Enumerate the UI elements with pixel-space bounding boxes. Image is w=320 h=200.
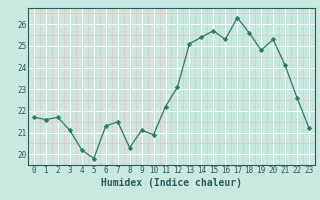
X-axis label: Humidex (Indice chaleur): Humidex (Indice chaleur) — [101, 178, 242, 188]
